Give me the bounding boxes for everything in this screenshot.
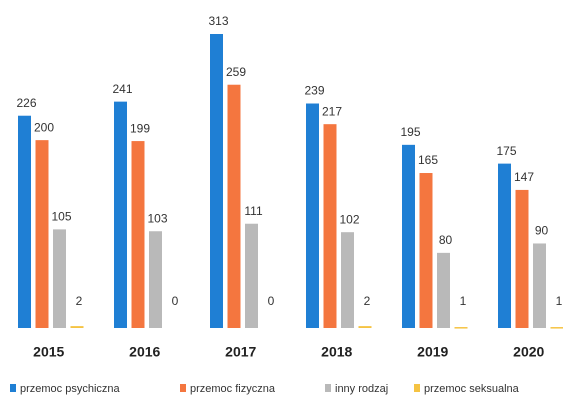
- x-tick-label: 2017: [225, 344, 256, 360]
- value-label: 105: [51, 210, 71, 224]
- value-label: 259: [226, 65, 246, 79]
- bar: [323, 124, 337, 329]
- value-label: 102: [339, 212, 359, 226]
- bar: [402, 144, 415, 328]
- bar: [533, 243, 546, 328]
- bar: [341, 232, 354, 328]
- legend-label: inny rodzaj: [335, 383, 388, 395]
- x-tick-label: 2018: [321, 344, 352, 360]
- bar: [515, 189, 529, 328]
- value-label: 2: [364, 294, 371, 308]
- legend-swatch: [325, 384, 331, 392]
- value-label: 1: [556, 294, 563, 308]
- legend-label: przemoc seksualna: [424, 383, 520, 395]
- bar: [498, 163, 511, 328]
- bar: [245, 223, 258, 328]
- value-label: 195: [400, 125, 420, 139]
- legend-label: przemoc psychiczna: [20, 383, 121, 395]
- value-label: 241: [112, 82, 132, 96]
- value-label: 239: [304, 84, 324, 98]
- value-label: 0: [172, 294, 179, 308]
- value-label: 226: [16, 96, 36, 110]
- bar: [306, 103, 319, 328]
- value-label: 217: [322, 104, 342, 118]
- value-label: 199: [130, 121, 150, 135]
- x-tick-label: 2015: [33, 344, 64, 360]
- bar: [70, 326, 84, 328]
- value-label: 313: [208, 14, 228, 28]
- bar: [227, 84, 241, 328]
- x-tick-label: 2020: [513, 344, 544, 360]
- bar: [114, 101, 127, 328]
- value-label: 111: [244, 204, 263, 218]
- value-label: 90: [535, 224, 549, 238]
- bar: [35, 140, 49, 328]
- value-label: 200: [34, 120, 54, 134]
- value-label: 1: [460, 294, 467, 308]
- bar: [149, 231, 162, 328]
- value-label: 165: [418, 153, 438, 167]
- bar: [419, 173, 433, 328]
- bar: [550, 327, 563, 329]
- bar: [437, 252, 450, 328]
- bar: [358, 326, 372, 328]
- value-label: 103: [147, 211, 167, 225]
- bar: [210, 34, 223, 328]
- value-label: 80: [439, 233, 453, 247]
- value-label: 0: [268, 294, 275, 308]
- legend-swatch: [10, 384, 16, 392]
- bar: [53, 229, 66, 328]
- legend-swatch: [180, 384, 186, 392]
- bar: [18, 115, 31, 329]
- x-tick-label: 2019: [417, 344, 448, 360]
- legend-label: przemoc fizyczna: [190, 383, 276, 395]
- x-tick-label: 2016: [129, 344, 160, 360]
- bar: [454, 327, 468, 329]
- legend-swatch: [414, 384, 420, 392]
- value-label: 175: [496, 144, 516, 158]
- value-label: 147: [514, 170, 534, 184]
- bar: [131, 141, 145, 328]
- value-label: 2: [76, 294, 83, 308]
